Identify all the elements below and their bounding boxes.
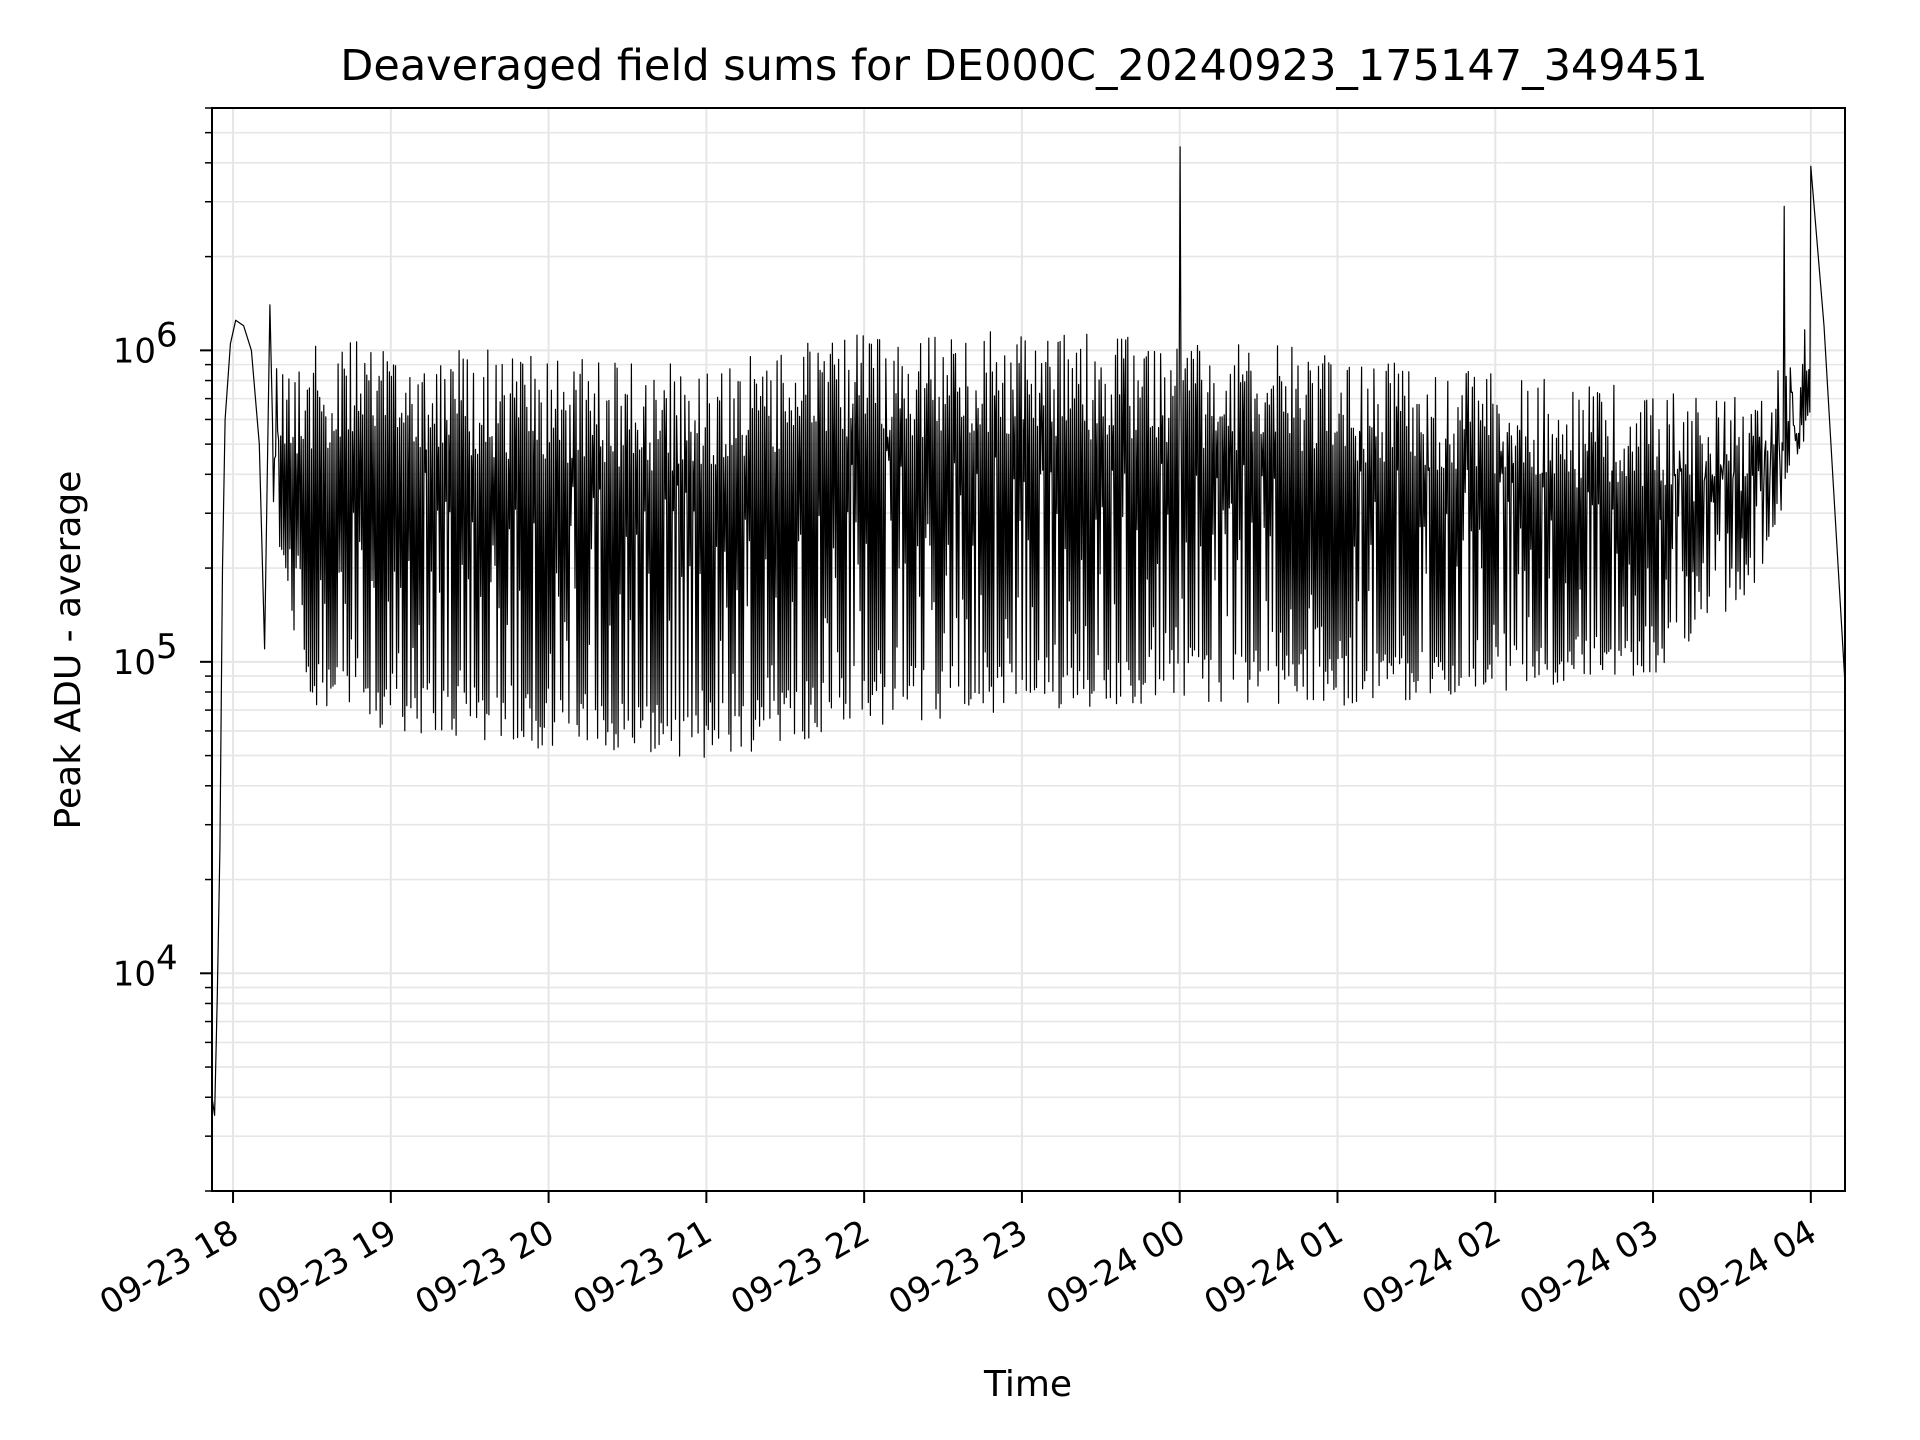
x-axis-label: Time xyxy=(983,1364,1072,1405)
y-tick-exponent: 6 xyxy=(156,315,178,355)
y-tick-label: 10 xyxy=(113,643,156,683)
y-axis-label: Peak ADU - average xyxy=(48,471,89,830)
x-tick-label: 09-24 02 xyxy=(1355,1212,1507,1323)
x-tick-label: 09-23 21 xyxy=(566,1212,718,1323)
y-tick-label: 10 xyxy=(113,954,156,994)
y-tick-exponent: 4 xyxy=(156,938,178,978)
x-tick-label: 09-23 18 xyxy=(93,1212,245,1323)
y-tick-exponent: 5 xyxy=(156,627,178,667)
x-tick-label: 09-24 00 xyxy=(1040,1212,1192,1323)
x-tick-label: 09-24 03 xyxy=(1513,1212,1665,1323)
x-tick-label: 09-24 01 xyxy=(1198,1212,1350,1323)
series-line xyxy=(211,146,1846,1116)
plot-frame xyxy=(211,107,1846,1192)
x-tick-label: 09-23 23 xyxy=(882,1212,1034,1323)
x-axis: 09-23 18 09-23 19 09-23 20 09-23 21 09-23 22… xyxy=(93,1191,1823,1323)
x-tick-label: 09-23 19 xyxy=(251,1212,403,1323)
x-tick-label: 09-23 20 xyxy=(409,1212,561,1323)
data-series xyxy=(211,146,1846,1116)
x-tick-label: 09-23 22 xyxy=(724,1212,876,1323)
x-tick-label: 09-24 04 xyxy=(1671,1212,1823,1323)
y-tick-label: 10 xyxy=(113,331,156,371)
chart-title: Deaveraged field sums for DE000C_2024092… xyxy=(340,41,1707,91)
